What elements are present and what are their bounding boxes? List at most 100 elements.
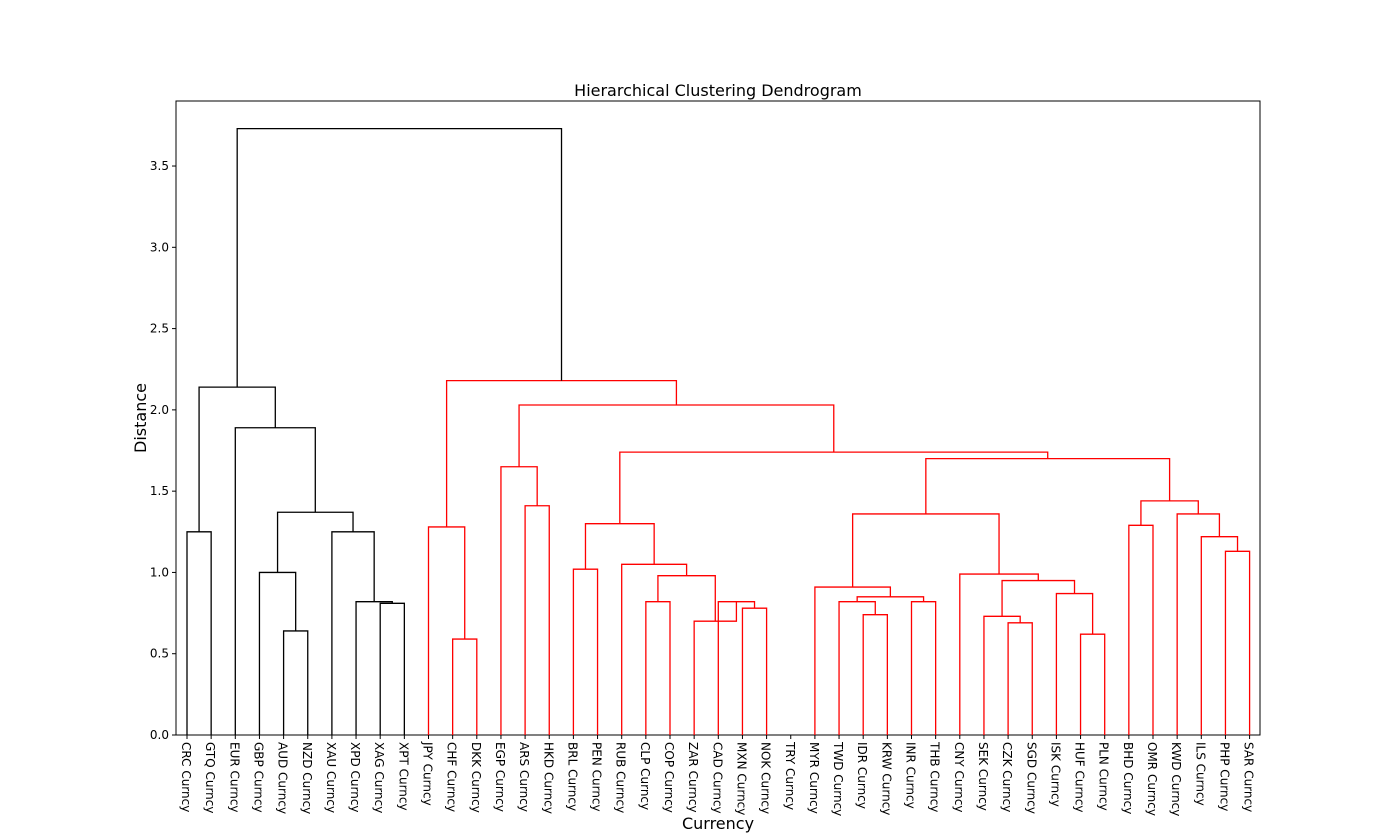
- dendrogram-link: [1140, 500, 1199, 526]
- leaf-label: CLP Curncy: [638, 742, 652, 810]
- leaf-label: DKK Curncy: [469, 742, 483, 813]
- leaf-label: PHP Curncy: [1217, 742, 1231, 811]
- leaf-label: CNY Curncy: [952, 742, 966, 813]
- dendrogram-link: [856, 596, 925, 602]
- y-tick-label: 1.0: [150, 565, 169, 579]
- dendrogram-link: [1176, 513, 1221, 735]
- dendrogram-link: [331, 531, 375, 735]
- leaf-label: SAR Curncy: [1242, 742, 1256, 812]
- dendrogram-link: [236, 127, 563, 388]
- leaf-label: SGD Curncy: [1024, 742, 1038, 814]
- x-axis-label: Currency: [682, 814, 754, 833]
- dendrogram-link: [741, 607, 768, 735]
- dendrogram-link: [621, 563, 688, 735]
- dendrogram-link: [959, 573, 1039, 735]
- leaf-label: TRY Curncy: [783, 741, 797, 810]
- dendrogram-link: [657, 575, 716, 622]
- leaf-label: THB Curncy: [928, 741, 942, 812]
- leaf-label: MYR Curncy: [807, 742, 821, 814]
- chart-title: Hierarchical Clustering Dendrogram: [574, 81, 862, 100]
- dendrogram-link: [910, 601, 937, 735]
- leaf-label: PEN Curncy: [590, 742, 604, 812]
- leaf-label: ZAR Curncy: [686, 742, 700, 813]
- dendrogram-link: [276, 511, 354, 573]
- leaf-label: XAU Curncy: [324, 742, 338, 813]
- dendrogram-link: [983, 615, 1021, 735]
- dendrogram-link: [1055, 592, 1094, 735]
- leaf-label: SEK Curncy: [976, 742, 990, 811]
- dendrogram-link: [1001, 579, 1076, 617]
- y-tick-label: 3.0: [150, 240, 169, 254]
- leaf-label: HKD Curncy: [541, 742, 555, 814]
- dendrogram-link: [619, 451, 1049, 524]
- leaf-label: KWD Curncy: [1169, 742, 1183, 816]
- dendrogram-link: [717, 601, 756, 735]
- dendrogram-link: [645, 601, 671, 735]
- dendrogram-link: [234, 427, 316, 735]
- leaf-label: OMR Curncy: [1145, 742, 1159, 816]
- y-tick-label: 1.5: [150, 484, 169, 498]
- leaf-label: TWD Curncy: [831, 741, 845, 816]
- leaf-label: XAG Curncy: [372, 742, 386, 813]
- leaf-label: PLN Curncy: [1097, 742, 1111, 811]
- dendrogram-link: [518, 404, 835, 467]
- leaf-label: XPD Curncy: [348, 742, 362, 813]
- leaf-label: KRW Curncy: [879, 742, 893, 815]
- leaf-label: ARS Curncy: [517, 742, 531, 812]
- leaf-label: IDR Curncy: [855, 742, 869, 809]
- leaf-label: RUB Curncy: [614, 742, 628, 813]
- leaf-label: NOK Curncy: [759, 742, 773, 814]
- dendrogram-link: [925, 457, 1171, 514]
- dendrogram-link: [851, 513, 1000, 588]
- leaf-label: JPY Curncy: [421, 741, 435, 806]
- leaf-label: AUD Curncy: [276, 742, 290, 814]
- leaf-label: INR Curncy: [904, 742, 918, 809]
- dendrogram-link: [838, 601, 876, 735]
- leaf-label: MXN Curncy: [734, 742, 748, 815]
- dendrogram-link: [282, 630, 309, 735]
- leaf-label: ILS Curncy: [1193, 742, 1207, 806]
- dendrogram-link: [427, 526, 466, 735]
- dendrogram-link: [693, 601, 738, 735]
- dendrogram-link: [1128, 524, 1154, 735]
- dendrogram-link: [524, 505, 550, 735]
- leaf-label: CAD Curncy: [710, 742, 724, 814]
- dendrogram-link: [258, 571, 297, 735]
- dendrogram-link: [198, 386, 276, 532]
- dendrogram-link: [445, 379, 678, 527]
- dendrogram-link: [814, 586, 892, 735]
- dendrogram-link: [186, 531, 212, 735]
- dendrogram-link: [1079, 633, 1106, 735]
- leaf-label: HUF Curncy: [1073, 742, 1087, 813]
- dendrogram-links: [186, 127, 1251, 735]
- leaf-label: CRC Curncy: [179, 742, 193, 812]
- dendrogram-link: [1007, 622, 1033, 735]
- dendrogram-link: [379, 602, 405, 735]
- leaf-label: GTQ Curncy: [203, 742, 217, 813]
- dendrogram-link: [1224, 550, 1251, 735]
- dendrogram-link: [355, 601, 393, 735]
- leaf-label: ISK Curncy: [1048, 742, 1062, 807]
- leaf-label: XPT Curncy: [396, 742, 410, 811]
- leaf-label: CHF Curncy: [445, 742, 459, 812]
- dendrogram-link: [584, 523, 655, 570]
- y-tick-label: 3.5: [150, 159, 169, 173]
- dendrogram-link: [1200, 536, 1239, 735]
- y-axis: 0.0 0.5 1.0 1.5 2.0 2.5 3.0 3.5: [150, 159, 176, 742]
- leaf-label: EUR Curncy: [227, 742, 241, 813]
- dendrogram-link: [862, 614, 888, 735]
- leaf-label: EGP Curncy: [493, 742, 507, 812]
- x-axis: CRC Curncy GTQ Curncy EUR Curncy GBP Curncy…: [179, 735, 1256, 816]
- leaf-label: CZK Curncy: [1000, 742, 1014, 812]
- y-tick-label: 0.5: [150, 647, 169, 661]
- leaf-label: GBP Curncy: [251, 742, 265, 813]
- dendrogram-link: [572, 568, 599, 735]
- dendrogram-link: [500, 466, 538, 735]
- dendrogram-link: [452, 638, 478, 735]
- y-axis-label: Distance: [131, 383, 150, 453]
- y-tick-label: 0.0: [150, 728, 169, 742]
- y-tick-label: 2.0: [150, 403, 169, 417]
- y-tick-label: 2.5: [150, 322, 169, 336]
- leaf-label: BHD Curncy: [1121, 742, 1135, 814]
